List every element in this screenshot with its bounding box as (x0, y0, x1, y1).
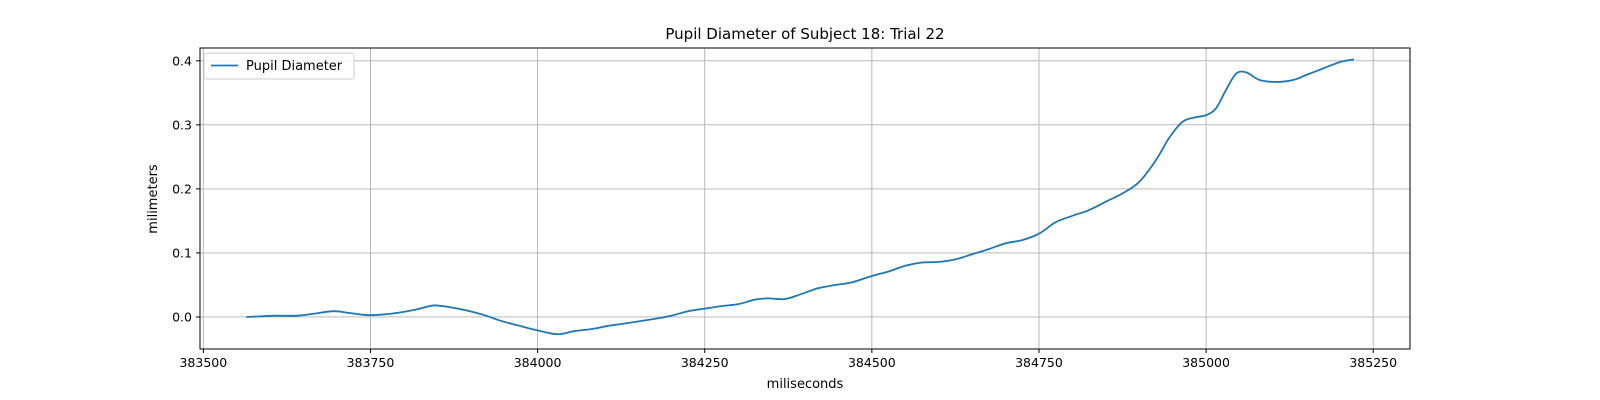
x-tick-label: 385000 (1182, 355, 1230, 370)
y-tick-label: 0.0 (172, 309, 192, 324)
x-tick-label: 384000 (514, 355, 562, 370)
x-tick-label: 383750 (347, 355, 395, 370)
y-tick-label: 0.1 (172, 245, 192, 260)
grid-layer (200, 48, 1410, 349)
legend: Pupil Diameter (203, 52, 355, 80)
plot-frame (199, 47, 1411, 350)
x-tick-label: 383500 (179, 355, 227, 370)
tick-layer: 383500 383750 384000 384250 384500 384750 3850… (172, 53, 1397, 370)
y-axis-label: milimeters (146, 164, 161, 234)
legend-entry-pupil-diameter: Pupil Diameter (246, 59, 343, 74)
x-axis-label: miliseconds (767, 377, 844, 392)
y-tick-label: 0.2 (172, 181, 192, 196)
series-line-pupil-diameter (245, 58, 1355, 336)
y-tick-label: 0.4 (172, 53, 192, 68)
chart-title: Pupil Diameter of Subject 18: Trial 22 (665, 25, 944, 43)
x-tick-label: 384500 (848, 355, 896, 370)
x-tick-label: 384750 (1015, 355, 1063, 370)
y-tick-label: 0.3 (172, 117, 192, 132)
legend-box (203, 52, 355, 80)
x-tick-label: 384250 (681, 355, 729, 370)
series-layer (245, 58, 1355, 336)
x-tick-label: 385250 (1349, 355, 1397, 370)
